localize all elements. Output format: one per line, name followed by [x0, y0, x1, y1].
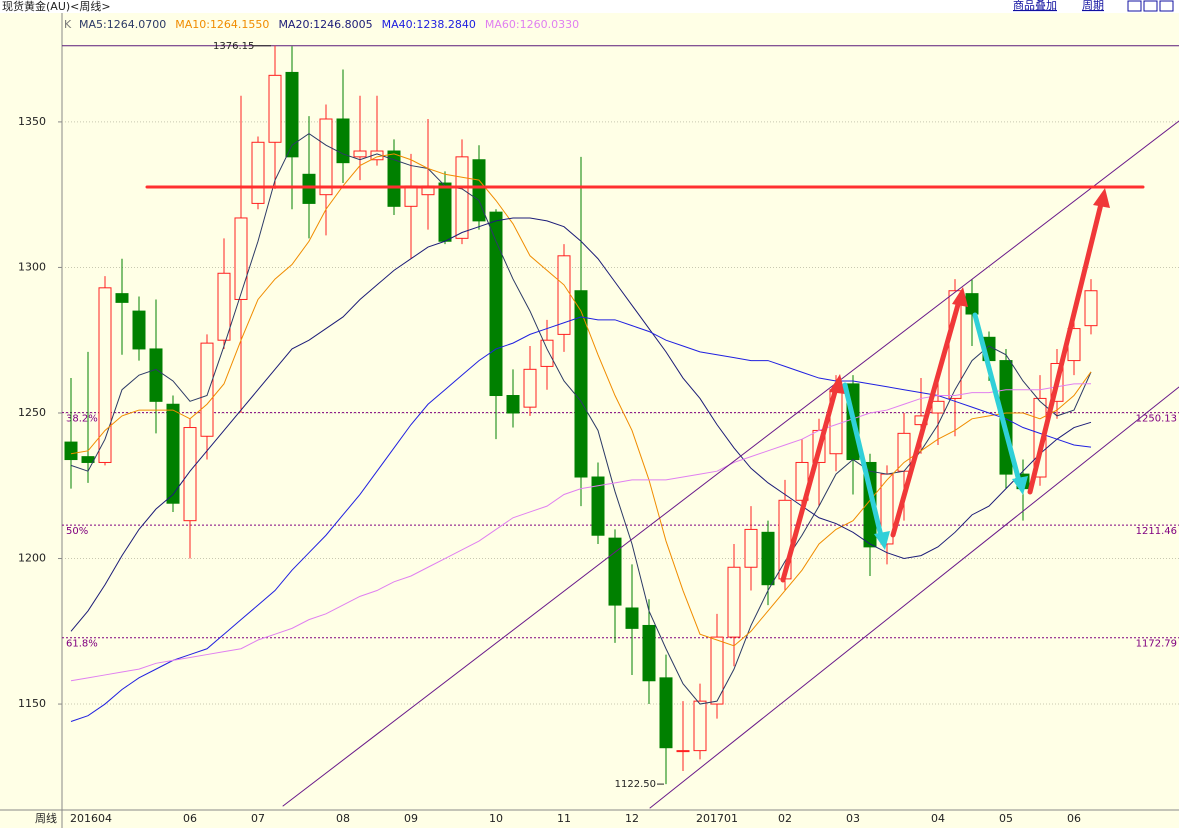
x-tick-label: 201604	[70, 812, 112, 825]
level-value: 1172.79	[1136, 639, 1177, 650]
level-value: 1250.13	[1136, 414, 1177, 425]
ma-line	[70, 316, 1092, 722]
candle-body	[98, 287, 112, 463]
candle-body	[353, 150, 367, 158]
candle-body	[132, 310, 146, 350]
annotations	[145, 120, 1179, 809]
candle-body	[319, 118, 333, 196]
candle-body	[591, 476, 605, 536]
y-tick-label: 1150	[18, 697, 46, 710]
candle-body	[234, 217, 248, 300]
toolbar-button[interactable]: 商品叠加	[1013, 0, 1057, 12]
candle-body	[608, 537, 622, 606]
level-value: 1211.46	[1136, 526, 1177, 537]
nav-icons[interactable]	[1127, 0, 1174, 12]
candle-body	[693, 700, 707, 752]
candle-body	[506, 395, 520, 414]
candle-body	[268, 74, 282, 143]
x-tick-label: 07	[251, 812, 265, 825]
candle-body	[931, 400, 945, 414]
candle-body	[81, 456, 95, 463]
chart-title: 现货黄金(AU)<周线>	[2, 0, 111, 13]
candle-body	[540, 339, 554, 367]
low-label: 1122.50	[615, 779, 656, 790]
candle-body	[302, 173, 316, 204]
candle-body	[115, 293, 129, 303]
ma-line	[70, 153, 1092, 647]
candle-body	[710, 636, 724, 705]
drawing-layer: 1150 1200 1250 1300 1350 201604 06 07 08 09 10 11 12…	[18, 41, 1179, 825]
legend-entry: MA5:1264.0700	[79, 18, 166, 31]
x-tick-label: 11	[557, 812, 571, 825]
candle-body	[149, 348, 163, 402]
candle-body	[965, 293, 979, 315]
candle-body	[166, 403, 180, 504]
candle-body	[251, 141, 265, 204]
candle-body	[200, 342, 214, 437]
candle-body	[285, 71, 299, 158]
y-tick-label: 1250	[18, 406, 46, 419]
candle-body	[523, 368, 537, 408]
x-tick-label: 06	[1067, 812, 1081, 825]
header-bar	[0, 0, 1179, 13]
legend-entry: MA20:1246.8005	[278, 18, 372, 31]
candle-body	[727, 566, 741, 638]
candle-body	[676, 750, 690, 753]
candle-body	[438, 182, 452, 242]
candle-body	[744, 528, 758, 568]
ma-line	[70, 217, 1092, 632]
x-tick-label: 06	[183, 812, 197, 825]
candle-body	[1084, 290, 1098, 327]
legend-entry: MA10:1264.1550	[175, 18, 269, 31]
candle-body	[336, 118, 350, 164]
x-tick-label: 10	[489, 812, 503, 825]
ma-line	[70, 383, 1092, 682]
x-tick-label: 05	[999, 812, 1013, 825]
y-tick-label: 1350	[18, 115, 46, 128]
candle-body	[455, 156, 469, 239]
legend-entry: MA60:1260.0330	[485, 18, 579, 31]
level-label: 38.2%	[66, 414, 98, 425]
legend-entry: MA40:1238.2840	[382, 18, 476, 31]
candle-body	[472, 159, 486, 222]
high-label: 1376.15	[213, 41, 254, 52]
x-tick-label: 03	[846, 812, 860, 825]
x-tick-label: 201701	[696, 812, 738, 825]
x-tick-label: 09	[404, 812, 418, 825]
candle-body	[761, 531, 775, 586]
x-axis-title: 周线	[35, 811, 57, 825]
level-label: 50%	[66, 526, 88, 537]
candle-body	[489, 211, 503, 397]
x-tick-label: 08	[336, 812, 350, 825]
legend-prefix: K	[64, 18, 72, 31]
candle-body	[387, 150, 401, 207]
y-tick-label: 1200	[18, 552, 46, 565]
candle-body	[574, 290, 588, 478]
level-label: 61.8%	[66, 639, 98, 650]
x-tick-label: 02	[778, 812, 792, 825]
candle-body	[557, 255, 571, 335]
y-tick-label: 1300	[18, 260, 46, 273]
candle-body	[659, 677, 673, 749]
candle-body	[642, 624, 656, 682]
candle-body	[404, 185, 418, 207]
toolbar-button[interactable]: 周期	[1082, 0, 1104, 12]
candle-body	[64, 441, 78, 461]
candle-body	[183, 427, 197, 522]
candle-body	[625, 607, 639, 629]
x-tick-label: 12	[625, 812, 639, 825]
x-tick-label: 04	[931, 812, 945, 825]
candle-body	[217, 272, 231, 341]
